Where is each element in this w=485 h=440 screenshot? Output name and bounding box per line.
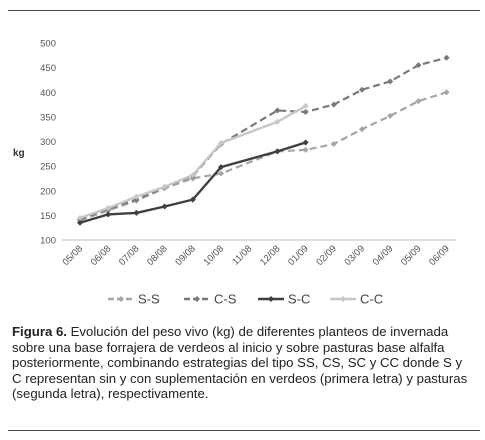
x-tick-label: 02/09 (314, 243, 339, 268)
legend-label: S-C (288, 292, 310, 307)
legend-marker (118, 296, 124, 302)
y-tick-label: 100 (40, 236, 56, 247)
data-point (302, 108, 309, 115)
x-tick-label: 11/08 (230, 243, 254, 267)
figure-caption: Figura 6. Evolución del peso vivo (kg) d… (12, 324, 474, 402)
y-axis-title: kg (13, 148, 25, 159)
data-point (387, 78, 394, 85)
series-s-c (77, 139, 309, 226)
caption-text: Evolución del peso vivo (kg) de diferent… (12, 324, 468, 402)
series-c-c (77, 103, 309, 221)
data-point (133, 209, 140, 216)
x-tick-label: 05/08 (61, 243, 86, 268)
data-point (77, 219, 83, 226)
x-axis-ticks: 05/08 06/08 07/08 08/08 09/08 10/08 11/08 12/08… (61, 243, 452, 268)
y-tick-label: 400 (40, 88, 56, 99)
data-point (415, 62, 422, 69)
x-tick-label: 06/08 (89, 243, 114, 268)
legend: S-S C-S S-C C-C (108, 292, 383, 307)
legend-marker (340, 296, 346, 302)
data-point (274, 118, 281, 125)
x-tick-label: 08/08 (145, 243, 170, 268)
data-point (302, 103, 309, 110)
y-tick-label: 250 (40, 162, 56, 173)
data-point (359, 126, 365, 133)
x-tick-label: 09/08 (173, 243, 198, 268)
legend-marker (194, 296, 200, 302)
series-line (79, 141, 306, 224)
y-tick-label: 350 (40, 112, 56, 123)
data-point (443, 89, 450, 96)
y-tick-label: 450 (40, 63, 56, 74)
data-point (105, 211, 112, 218)
data-point (105, 204, 112, 211)
x-tick-label: 12/08 (258, 243, 283, 268)
data-point (359, 86, 365, 93)
data-point (218, 139, 224, 146)
legend-label: C-C (360, 292, 383, 307)
caption-label: Figura 6. (12, 324, 67, 339)
x-tick-label: 04/09 (371, 243, 396, 268)
data-point (302, 146, 309, 153)
y-tick-label: 200 (40, 186, 56, 197)
x-tick-label: 01/09 (286, 243, 311, 268)
legend-label: S-S (138, 292, 160, 307)
series-layer (77, 54, 450, 226)
line-chart: 100 150 200 250 300 350 400 450 500 05/08 06/08 07… (13, 39, 457, 307)
data-point (443, 54, 450, 61)
x-tick-label: 06/09 (427, 243, 452, 268)
x-tick-label: 03/09 (343, 243, 368, 268)
y-tick-label: 300 (40, 137, 56, 148)
legend-label: C-S (214, 292, 237, 307)
data-point (161, 183, 168, 190)
y-axis-ticks: 100 150 200 250 300 350 400 450 500 (40, 39, 56, 247)
y-tick-label: 150 (40, 211, 56, 222)
data-point (189, 196, 196, 203)
data-point (77, 214, 83, 221)
data-point (274, 107, 281, 114)
data-point (161, 203, 168, 210)
y-tick-label: 500 (40, 39, 56, 50)
data-point (218, 164, 224, 171)
data-point (274, 148, 281, 155)
x-tick-label: 05/09 (399, 243, 424, 268)
series-line (79, 104, 307, 219)
data-point (189, 171, 196, 178)
bottom-rule (8, 430, 480, 431)
data-point (387, 112, 394, 119)
data-point (302, 139, 309, 146)
legend-marker (268, 296, 274, 302)
data-point (218, 170, 224, 177)
data-point (415, 98, 422, 105)
x-tick-label: 07/08 (117, 243, 142, 268)
data-point (133, 193, 140, 200)
data-point (330, 101, 337, 108)
data-point (330, 140, 337, 147)
top-rule (8, 10, 480, 11)
x-tick-label: 10/08 (202, 243, 227, 268)
